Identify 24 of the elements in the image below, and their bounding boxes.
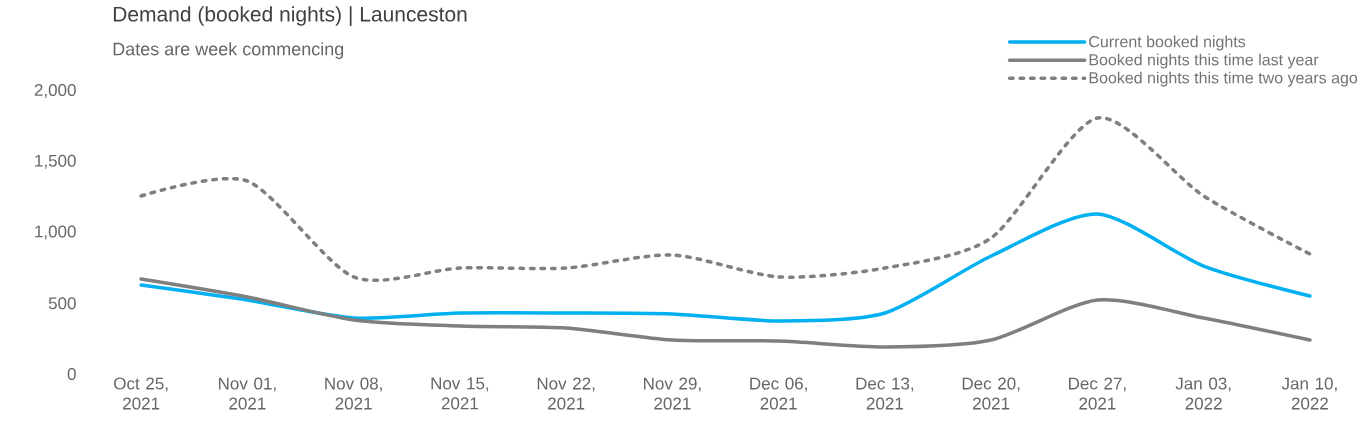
chart-title: Demand (booked nights) | Launceston xyxy=(113,6,467,26)
x-tick-label: Nov 22, 2021 xyxy=(537,377,595,410)
y-tick-label: 2,000 xyxy=(34,83,76,99)
y-tick-label: 500 xyxy=(48,297,76,310)
y-tick-label: 1,500 xyxy=(35,154,76,169)
x-tick-label: Oct 25, 2021 xyxy=(114,377,168,410)
x-tick-label: Jan 03, 2022 xyxy=(1175,377,1231,410)
line-series xyxy=(139,212,1312,323)
x-tick-label: Dec 20, 2021 xyxy=(962,377,1020,410)
x-tick-label: Nov 01, 2021 xyxy=(219,377,276,410)
x-tick-label: Nov 15, 2021 xyxy=(431,377,489,410)
line-series xyxy=(139,277,1312,349)
legend-label: Booked nights this time two years ago xyxy=(1089,71,1358,87)
x-tick-label: Nov 08, 2021 xyxy=(325,377,382,410)
y-tick-label: 0 xyxy=(67,367,76,381)
x-tick-label: Dec 13, 2021 xyxy=(856,377,914,410)
x-tick-label: Nov 29, 2021 xyxy=(644,377,701,410)
chart-subtitle: Dates are week commencing xyxy=(113,42,344,59)
x-tick-label: Dec 27, 2021 xyxy=(1069,377,1126,410)
legend-label: Booked nights this time last year xyxy=(1089,53,1319,69)
legend-label: Current booked nights xyxy=(1089,35,1246,51)
x-tick-label: Dec 06, 2021 xyxy=(750,377,807,410)
y-tick-label: 1,000 xyxy=(35,225,76,240)
x-tick-label: Jan 10, 2022 xyxy=(1281,377,1337,410)
